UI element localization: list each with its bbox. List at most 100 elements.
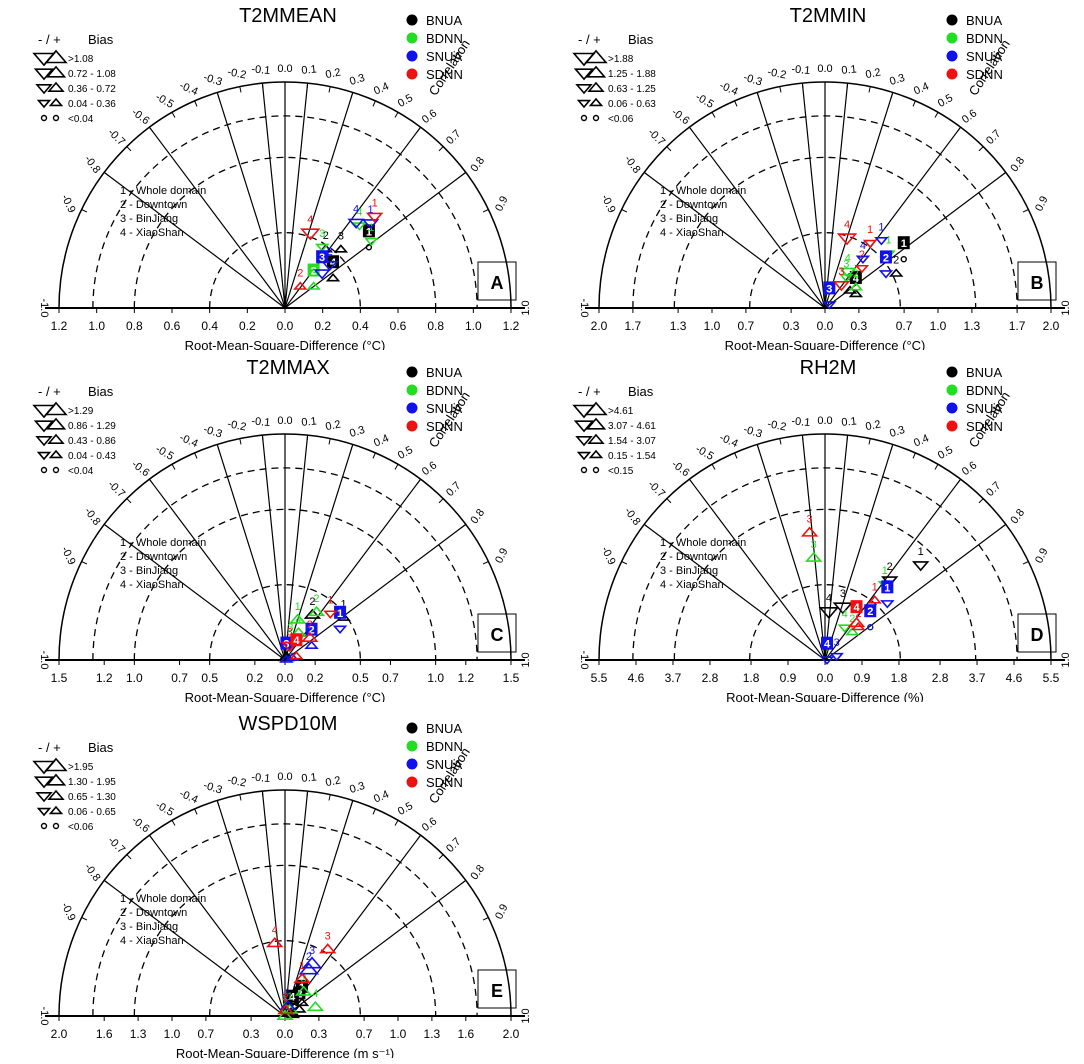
corr-ray: [284, 879, 467, 1017]
corr-tick: [643, 523, 650, 529]
corr-tick-label: -1.0: [38, 299, 50, 318]
rmsd-tick-label: 1.2: [96, 671, 113, 685]
data-label: 4: [853, 602, 860, 614]
corr-tick: [239, 438, 242, 445]
data-marker-snua: [878, 270, 894, 279]
corr-tick-label: -0.3: [742, 71, 764, 88]
data-label: 1: [366, 226, 372, 238]
data-label-box: [850, 600, 863, 614]
corr-tick: [666, 498, 672, 504]
data-marker-bnua: [325, 273, 341, 282]
legend-label-snua: SNUA: [966, 49, 1002, 64]
bias-legend-marker: [40, 466, 48, 474]
bias-legend-marker: [592, 114, 600, 122]
data-marker-snua: [880, 600, 895, 609]
bias-legend-marker: [584, 401, 608, 416]
data-label: 3: [843, 258, 849, 270]
rmsd-tick-label: 1.0: [465, 319, 482, 333]
bias-legend-marker: [44, 49, 68, 64]
data-label: 4: [824, 639, 831, 651]
rmsd-tick-label: 1.5: [503, 671, 520, 685]
bias-legend-marker: [588, 449, 604, 459]
region-label: 4 - XiaoShan: [660, 227, 724, 239]
data-marker-snua: [304, 640, 319, 649]
corr-tick-label: -0.7: [645, 126, 667, 148]
corr-tick: [956, 478, 962, 485]
corr-ray: [284, 126, 422, 309]
corr-tick-label: 0.4: [372, 432, 391, 449]
data-label: 2: [313, 593, 319, 605]
data-label: 3: [301, 973, 307, 985]
corr-tick-label: 0.4: [912, 432, 931, 449]
corr-tick-label: 0.7: [444, 480, 463, 499]
corr-tick: [666, 146, 672, 152]
corr-tick-label: -0.9: [599, 193, 618, 215]
corr-tick: [643, 171, 650, 177]
corr-tick-label: -1.0: [38, 1007, 50, 1026]
bias-legend-marker: [36, 451, 52, 461]
corr-tick: [261, 791, 264, 798]
corr-ray: [216, 444, 286, 661]
panel-letter: C: [491, 625, 504, 645]
corr-tick: [688, 126, 694, 133]
legend-dot-snua: [946, 50, 958, 62]
region-label: 3 - BinJiang: [660, 213, 718, 225]
data-label-box: [305, 622, 318, 636]
legend-dot-bdnn: [406, 384, 418, 396]
corr-tick-label: -0.4: [178, 80, 200, 99]
legend-dot-bnua: [946, 14, 958, 26]
bias-legend-marker: [592, 466, 600, 474]
corr-tick: [482, 209, 489, 213]
corr-tick-label: 0.3: [888, 72, 906, 88]
rmsd-tick-label: 0.7: [198, 1027, 215, 1041]
corr-tick: [438, 146, 444, 152]
corr-ray: [284, 435, 309, 661]
bias-legend-marker: [40, 114, 48, 122]
corr-tick: [103, 879, 110, 885]
rmsd-tick-label: 0.5: [201, 671, 218, 685]
bias-legend-marker: [576, 451, 592, 461]
rmsd-tick-label: 0.2: [239, 319, 256, 333]
corr-ray: [216, 800, 286, 1017]
corr-tick: [306, 791, 309, 798]
rmsd-tick-label: 0.5: [352, 671, 369, 685]
corr-tick: [1022, 561, 1029, 565]
data-label-box: [334, 605, 347, 619]
corr-tick: [890, 92, 894, 99]
rmsd-arc-2: [133, 864, 437, 1017]
region-label: 2 - Downtown: [120, 199, 187, 211]
legend-label-snua: SNUA: [426, 757, 462, 772]
data-marker-snua: [822, 301, 837, 310]
corr-tick-label: 0.9: [493, 546, 510, 565]
corr-tick-label: -0.5: [153, 443, 175, 463]
data-marker-snua: [332, 625, 348, 634]
bias-class-label: >1.29: [68, 406, 94, 417]
bias-legend-marker: [48, 805, 64, 815]
corr-tick-label: -0.6: [129, 814, 151, 835]
bias-class-label: 1.54 - 3.07: [608, 436, 656, 447]
bias-class-label: <0.15: [608, 466, 634, 477]
data-label: 2: [309, 596, 315, 608]
data-label: 2: [887, 561, 893, 573]
rmsd-tick-label: 4.6: [628, 671, 645, 685]
data-marker-bdnn: [294, 985, 313, 996]
legend-label-sdnn: SDNN: [426, 67, 463, 82]
corr-tick-label: 0.4: [372, 80, 391, 97]
corr-tick: [306, 83, 309, 90]
region-label: 4 - XiaoShan: [120, 935, 184, 947]
bias-title: Bias: [88, 32, 114, 47]
corr-ray: [284, 478, 422, 661]
corr-tick: [350, 92, 354, 99]
corr-tick-label: 1.0: [1060, 652, 1072, 667]
corr-tick-label: -0.7: [105, 126, 127, 148]
bias-class-label: 0.36 - 0.72: [68, 84, 116, 95]
data-label: 2: [893, 255, 899, 267]
legend-label-snua: SNUA: [966, 401, 1002, 416]
bias-legend-marker: [44, 401, 68, 416]
corr-tick-label: 0.5: [396, 800, 415, 818]
bias-legend-marker: [575, 84, 593, 95]
region-label: 2 - Downtown: [120, 907, 187, 919]
bias-class-label: >1.95: [68, 762, 94, 773]
bias-class-label: >4.61: [608, 406, 634, 417]
